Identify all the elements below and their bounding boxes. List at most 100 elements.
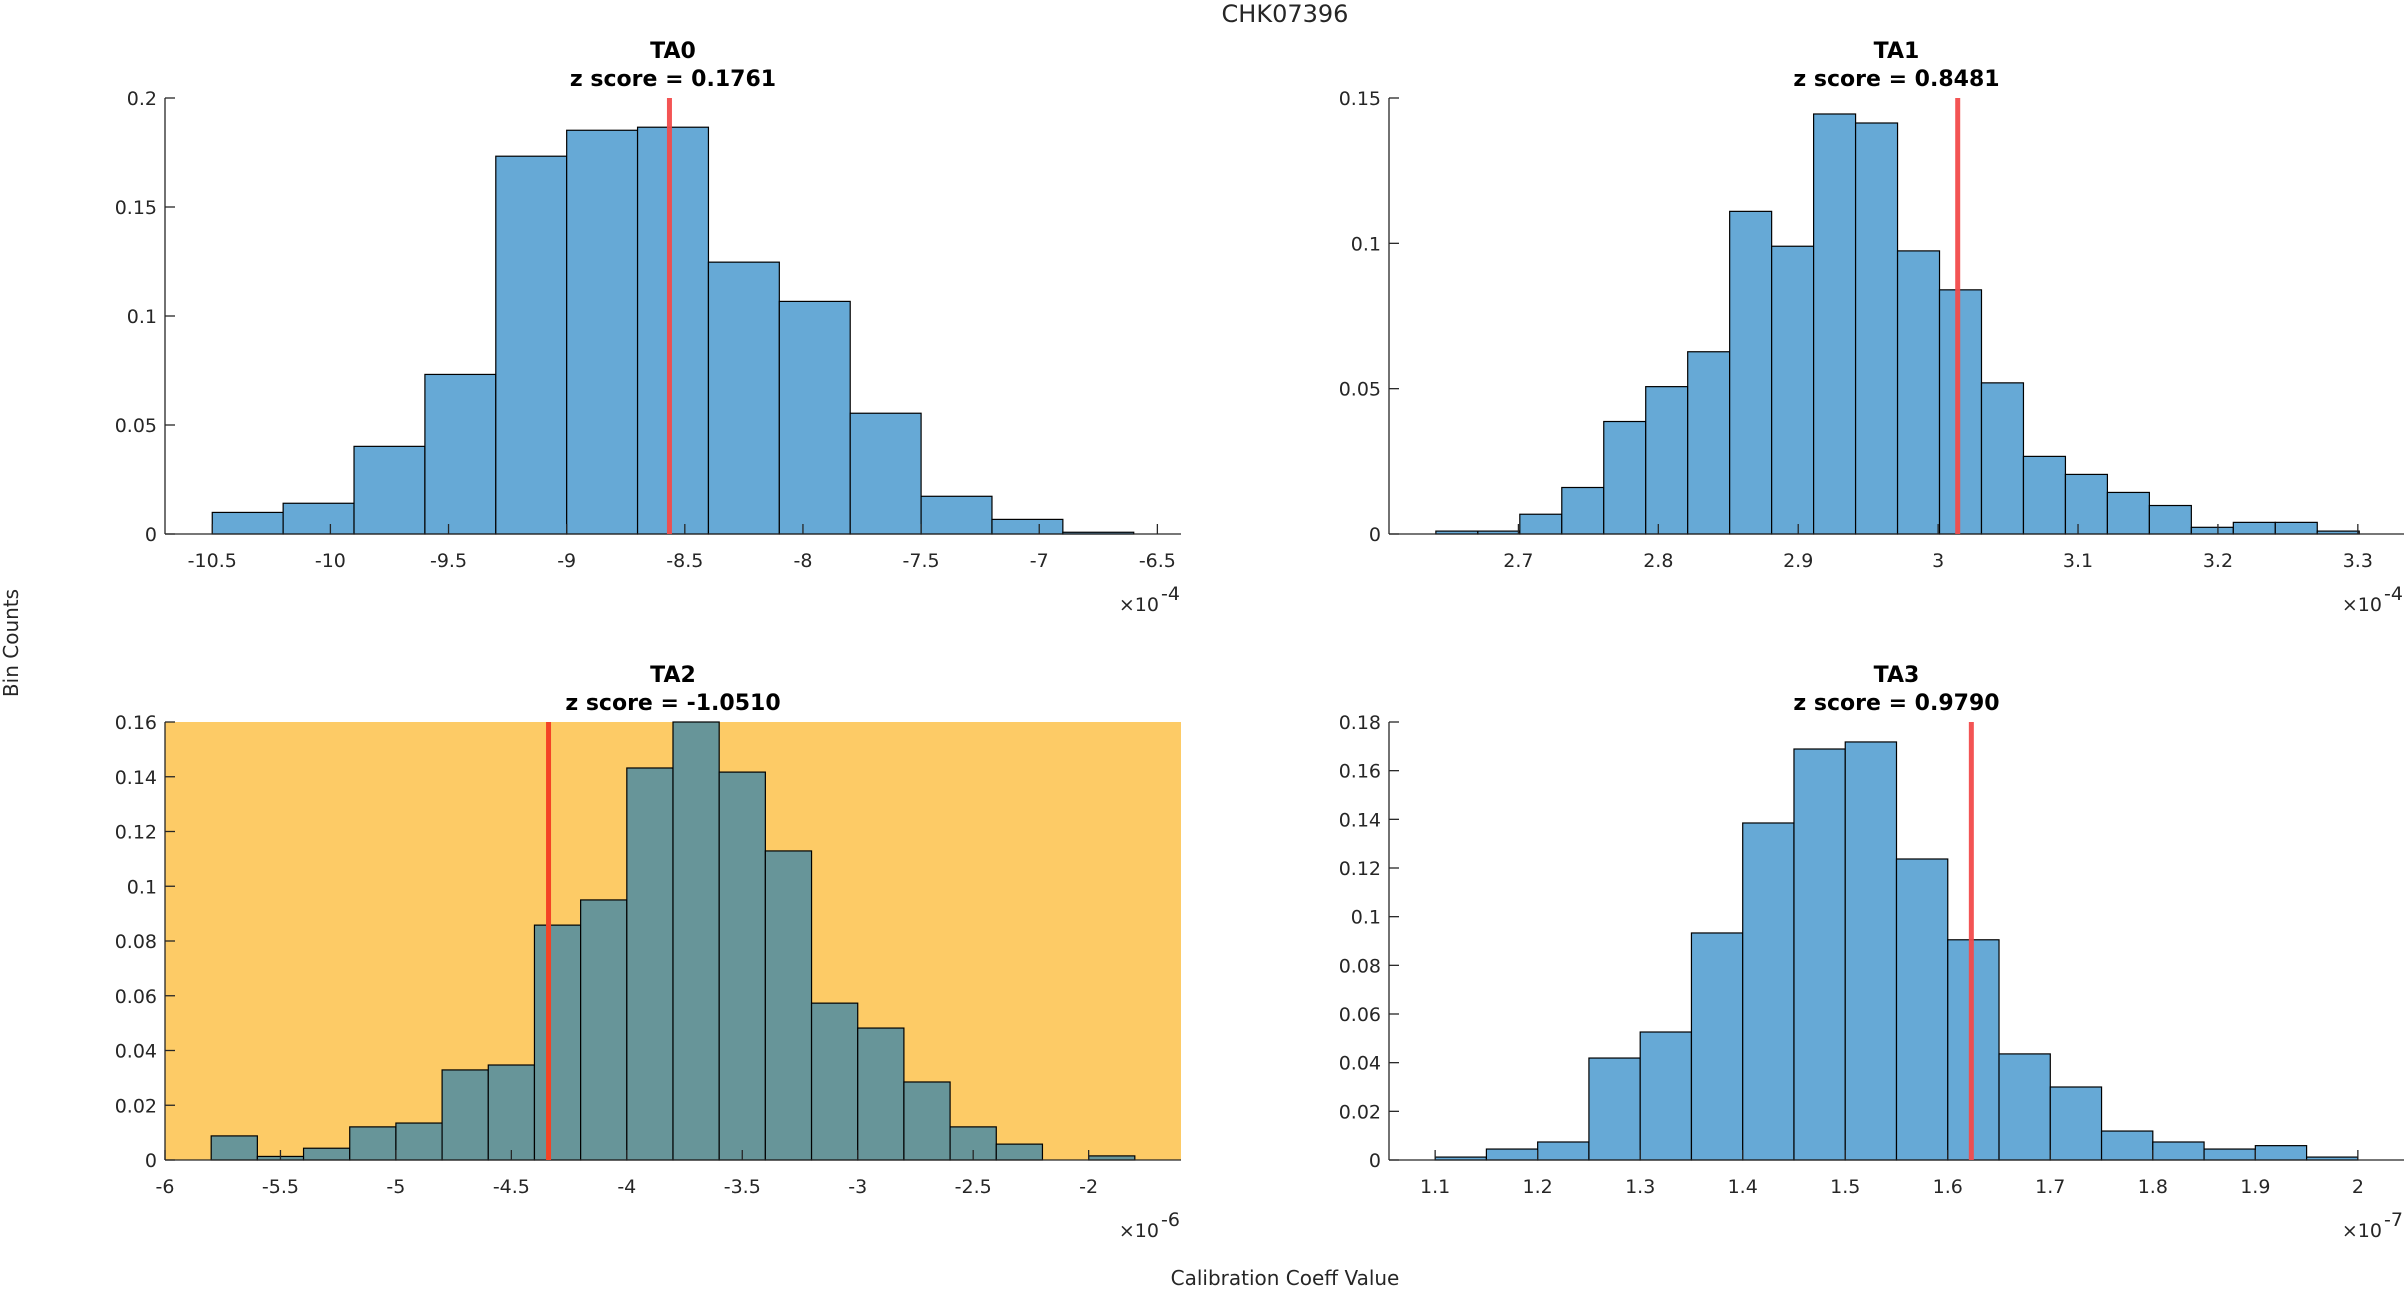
histogram-bar [1742, 822, 1795, 1161]
histogram-bar [718, 771, 766, 1161]
x-tick-label: 1.1 [1420, 1176, 1450, 1198]
histogram-bar [2190, 526, 2234, 535]
histogram-bar [1854, 122, 1899, 535]
x-tick-label: 2.7 [1503, 550, 1533, 572]
figure-xlabel: Calibration Coeff Value [1171, 1266, 1400, 1290]
histogram-bar [2232, 521, 2276, 535]
histogram-bar [2064, 473, 2109, 535]
histogram-bar [487, 1064, 536, 1161]
histogram-bar [1687, 351, 1731, 535]
histogram-bar [533, 924, 582, 1161]
y-tick-label: 0 [1369, 1150, 1381, 1172]
histogram-bar [1844, 741, 1898, 1161]
x-tick-label: -8.5 [666, 550, 703, 572]
y-tick-label: 0.1 [127, 306, 157, 328]
x-tick-label: 3 [1932, 550, 1944, 572]
x-tick-label: 1.2 [1523, 1176, 1553, 1198]
histogram-bar [441, 1069, 489, 1161]
y-tick-label: 0 [145, 1150, 157, 1172]
histogram-bar [2022, 455, 2067, 535]
histogram-bar [920, 495, 993, 535]
x-tick-label: 1.8 [2138, 1176, 2168, 1198]
y-tick-label: 0 [145, 524, 157, 546]
subplot-zscore: z score = 0.9790 [1793, 691, 1999, 716]
x-exponent-label: ×10 [1119, 594, 1159, 616]
histogram-bar [495, 155, 568, 535]
y-tick-label: 0.02 [115, 1095, 157, 1117]
histogram-bar [1561, 486, 1605, 535]
histogram-bar [1588, 1057, 1641, 1161]
x-tick-label: -9.5 [430, 550, 467, 572]
x-tick-label: -10.5 [188, 550, 237, 572]
x-tick-label: -3 [848, 1176, 867, 1198]
subplot-zscore: z score = 0.8481 [1793, 67, 1999, 92]
x-tick-label: 2 [2352, 1176, 2364, 1198]
y-tick-label: 0.1 [127, 876, 157, 898]
histogram-bar [580, 899, 628, 1161]
x-tick-label: -10 [315, 550, 346, 572]
histogram-bar [424, 373, 497, 535]
histogram-bar [1998, 1053, 2051, 1161]
x-tick-label: -5.5 [262, 1176, 299, 1198]
x-exponent-power: -4 [1161, 583, 1180, 605]
x-tick-label: -3.5 [724, 1176, 761, 1198]
histogram-bar [2274, 521, 2318, 535]
y-tick-label: 0.14 [115, 767, 157, 789]
subplot-ta2: 0 0.02 0.04 0.06 0.08 0.1 0.12 0.14 0.16 -6 -5.5 -5… [115, 663, 1181, 1242]
histogram-bar [810, 1002, 859, 1161]
y-tick-label: 0.08 [115, 931, 157, 953]
histogram-bar [2254, 1145, 2308, 1161]
y-tick-label: 0.16 [115, 712, 157, 734]
histogram-bar [991, 518, 1064, 535]
histogram-bar [1980, 382, 2025, 535]
x-tick-label: 3.3 [2343, 550, 2373, 572]
x-tick-label: -8 [793, 550, 812, 572]
y-tick-label: 0.04 [115, 1041, 157, 1063]
x-tick-label: 2.8 [1643, 550, 1673, 572]
x-tick-label: -9 [557, 550, 576, 572]
histogram-bar [2049, 1086, 2103, 1161]
histogram-bar [353, 445, 426, 535]
histogram-bar [349, 1126, 397, 1161]
x-tick-label: 1.7 [2035, 1176, 2065, 1198]
histogram-bar [707, 261, 780, 535]
y-tick-label: 0.06 [115, 986, 157, 1008]
y-tick-label: 0.14 [1339, 809, 1381, 831]
y-tick-label: 0.08 [1339, 955, 1381, 977]
histogram-bar [2203, 1148, 2256, 1161]
histogram-bar [1896, 250, 1941, 535]
x-tick-label: 3.2 [2203, 550, 2233, 572]
x-exponent-power: -7 [2384, 1209, 2403, 1231]
y-tick-label: 0.16 [1339, 761, 1381, 783]
histogram-bar [1603, 420, 1647, 535]
x-exponent-label: ×10 [2342, 594, 2382, 616]
histogram-bar [626, 767, 674, 1161]
x-tick-label: 1.3 [1625, 1176, 1655, 1198]
x-tick-label: -6.5 [1139, 550, 1176, 572]
x-tick-label: -2.5 [955, 1176, 992, 1198]
subplot-zscore: z score = 0.1761 [570, 67, 776, 92]
x-tick-label: 3.1 [2063, 550, 2093, 572]
subplot-title: TA0 [650, 39, 696, 64]
histogram-bar [2100, 1130, 2154, 1161]
histogram-bar [1771, 245, 1815, 535]
histogram-bar [1938, 289, 1983, 535]
histogram-bar [995, 1143, 1044, 1161]
subplot-title: TA1 [1874, 39, 1920, 64]
histogram-bar [849, 412, 922, 535]
histogram-bar [1813, 113, 1857, 535]
x-tick-label: -5 [386, 1176, 405, 1198]
subplot-ta1: 0 0.05 0.1 0.15 2.7 2.8 2.9 3 3.1 3.2 3.3 ×10 -4 TA1 z… [1339, 39, 2404, 616]
x-exponent-power: -4 [2384, 583, 2403, 605]
subplot-title: TA3 [1874, 663, 1920, 688]
x-exponent-label: ×10 [2342, 1220, 2382, 1242]
y-tick-label: 0.2 [127, 88, 157, 110]
histogram-bar [1895, 858, 1949, 1161]
histogram-bar [566, 129, 639, 535]
y-tick-label: 0.05 [115, 415, 157, 437]
x-tick-label: 2.9 [1783, 550, 1813, 572]
x-tick-label: -7 [1030, 550, 1049, 572]
y-tick-label: 0.05 [1339, 379, 1381, 401]
histogram-bar [210, 1135, 258, 1161]
